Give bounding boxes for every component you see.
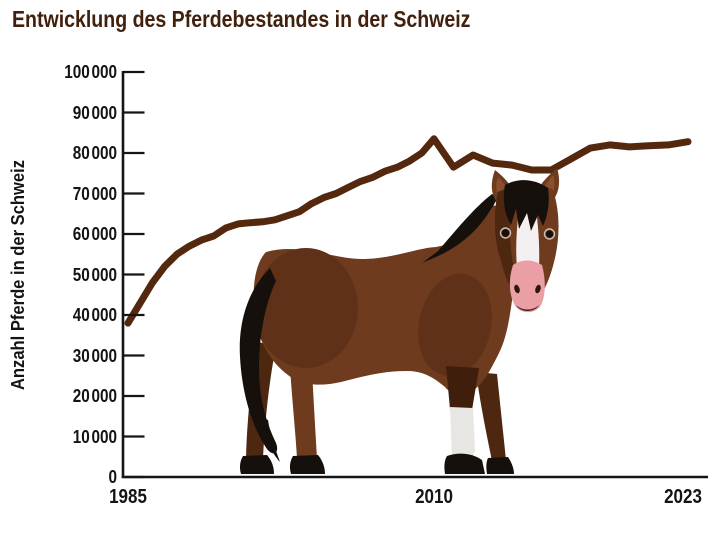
horse-head bbox=[491, 168, 560, 313]
y-tick-label: 40 000 bbox=[72, 305, 117, 325]
trend-line-path bbox=[124, 135, 692, 327]
horse-front-leg-far bbox=[476, 372, 506, 461]
horse-tail-tip bbox=[262, 418, 280, 462]
horse-hoof-front-near bbox=[444, 453, 485, 474]
horse-face-shading bbox=[494, 188, 523, 299]
y-tick-label: 50 000 bbox=[72, 264, 117, 285]
horse-hoof-hind-near bbox=[289, 455, 325, 474]
chart-title: Entwicklung des Pferdebestandes in der S… bbox=[12, 6, 471, 32]
horse-eye-right-ring bbox=[543, 228, 556, 240]
y-tick-label: 80 000 bbox=[72, 143, 117, 163]
horse-hindquarter-shading bbox=[254, 248, 358, 368]
y-tick-label: 0 bbox=[108, 467, 117, 487]
horse-forelock bbox=[503, 180, 549, 231]
horse-eye-left bbox=[501, 229, 510, 237]
horse-hoof-front-far bbox=[486, 457, 514, 474]
horse-front-sock bbox=[450, 407, 475, 459]
horse-shoulder-shading bbox=[418, 273, 492, 377]
horse-eye-left-ring bbox=[499, 227, 512, 239]
horse-mane bbox=[422, 194, 498, 263]
y-tick-label: 100 000 bbox=[64, 62, 117, 82]
horse-nostril-right bbox=[535, 284, 541, 294]
horse-tail bbox=[239, 268, 278, 454]
horse-nostril-left bbox=[514, 284, 520, 294]
x-tick-label: 2023 bbox=[664, 486, 702, 508]
horse-eye-right bbox=[545, 230, 554, 238]
horse-illustration bbox=[239, 168, 560, 474]
horse-mouth-shadow bbox=[516, 305, 539, 311]
horse-hoof-hind-far bbox=[239, 455, 274, 474]
y-tick-label: 10 000 bbox=[72, 426, 117, 447]
x-tick-label: 1985 bbox=[109, 486, 147, 508]
horse-muzzle bbox=[509, 260, 545, 313]
axes bbox=[121, 70, 708, 479]
y-tick-label: 70 000 bbox=[72, 183, 117, 204]
x-tick-label: 2010 bbox=[415, 486, 453, 508]
horse-front-leg-near-upper bbox=[446, 366, 479, 410]
y-tick-marks bbox=[123, 70, 145, 479]
y-tick-label: 90 000 bbox=[72, 102, 117, 123]
y-tick-label: 60 000 bbox=[72, 224, 117, 244]
y-tick-label: 30 000 bbox=[72, 345, 117, 366]
y-tick-label: 20 000 bbox=[72, 386, 117, 406]
